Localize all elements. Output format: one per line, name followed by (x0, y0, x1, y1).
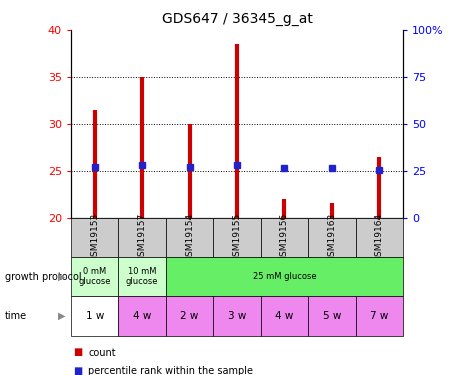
Bar (71, 217, 119, 257)
Bar (261, 217, 308, 257)
Text: 4 w: 4 w (133, 311, 151, 321)
Bar (261, 296, 308, 336)
Bar (213, 217, 261, 257)
Bar (119, 257, 166, 296)
Bar (213, 296, 261, 336)
Bar (119, 296, 166, 336)
Bar (71, 257, 119, 296)
Text: 7 w: 7 w (370, 311, 388, 321)
Text: ■: ■ (73, 348, 82, 357)
Text: GSM19164: GSM19164 (375, 213, 384, 262)
Text: 0 mM
glucose: 0 mM glucose (78, 267, 111, 286)
Bar (119, 217, 166, 257)
Text: 1 w: 1 w (86, 311, 104, 321)
Text: GSM19154: GSM19154 (185, 213, 194, 262)
Text: GSM19156: GSM19156 (280, 213, 289, 262)
Bar (355, 296, 403, 336)
Bar (166, 296, 213, 336)
Bar (308, 217, 355, 257)
Bar (71, 296, 119, 336)
Text: GSM19153: GSM19153 (90, 213, 99, 262)
Text: percentile rank within the sample: percentile rank within the sample (88, 366, 253, 375)
Bar (166, 257, 403, 296)
Text: 25 mM glucose: 25 mM glucose (253, 272, 316, 281)
Bar (308, 296, 355, 336)
Bar (166, 217, 213, 257)
Text: 5 w: 5 w (323, 311, 341, 321)
Text: growth protocol: growth protocol (5, 272, 81, 282)
Text: GSM19157: GSM19157 (138, 213, 147, 262)
Text: 3 w: 3 w (228, 311, 246, 321)
Text: 4 w: 4 w (275, 311, 294, 321)
Text: count: count (88, 348, 116, 357)
Text: time: time (5, 311, 27, 321)
Text: ▶: ▶ (58, 272, 65, 282)
Bar (355, 217, 403, 257)
Text: GSM19155: GSM19155 (233, 213, 241, 262)
Text: GSM19163: GSM19163 (327, 213, 336, 262)
Text: ▶: ▶ (58, 311, 65, 321)
Text: 2 w: 2 w (180, 311, 199, 321)
Text: ■: ■ (73, 366, 82, 375)
Text: 10 mM
glucose: 10 mM glucose (126, 267, 158, 286)
Title: GDS647 / 36345_g_at: GDS647 / 36345_g_at (162, 12, 312, 26)
